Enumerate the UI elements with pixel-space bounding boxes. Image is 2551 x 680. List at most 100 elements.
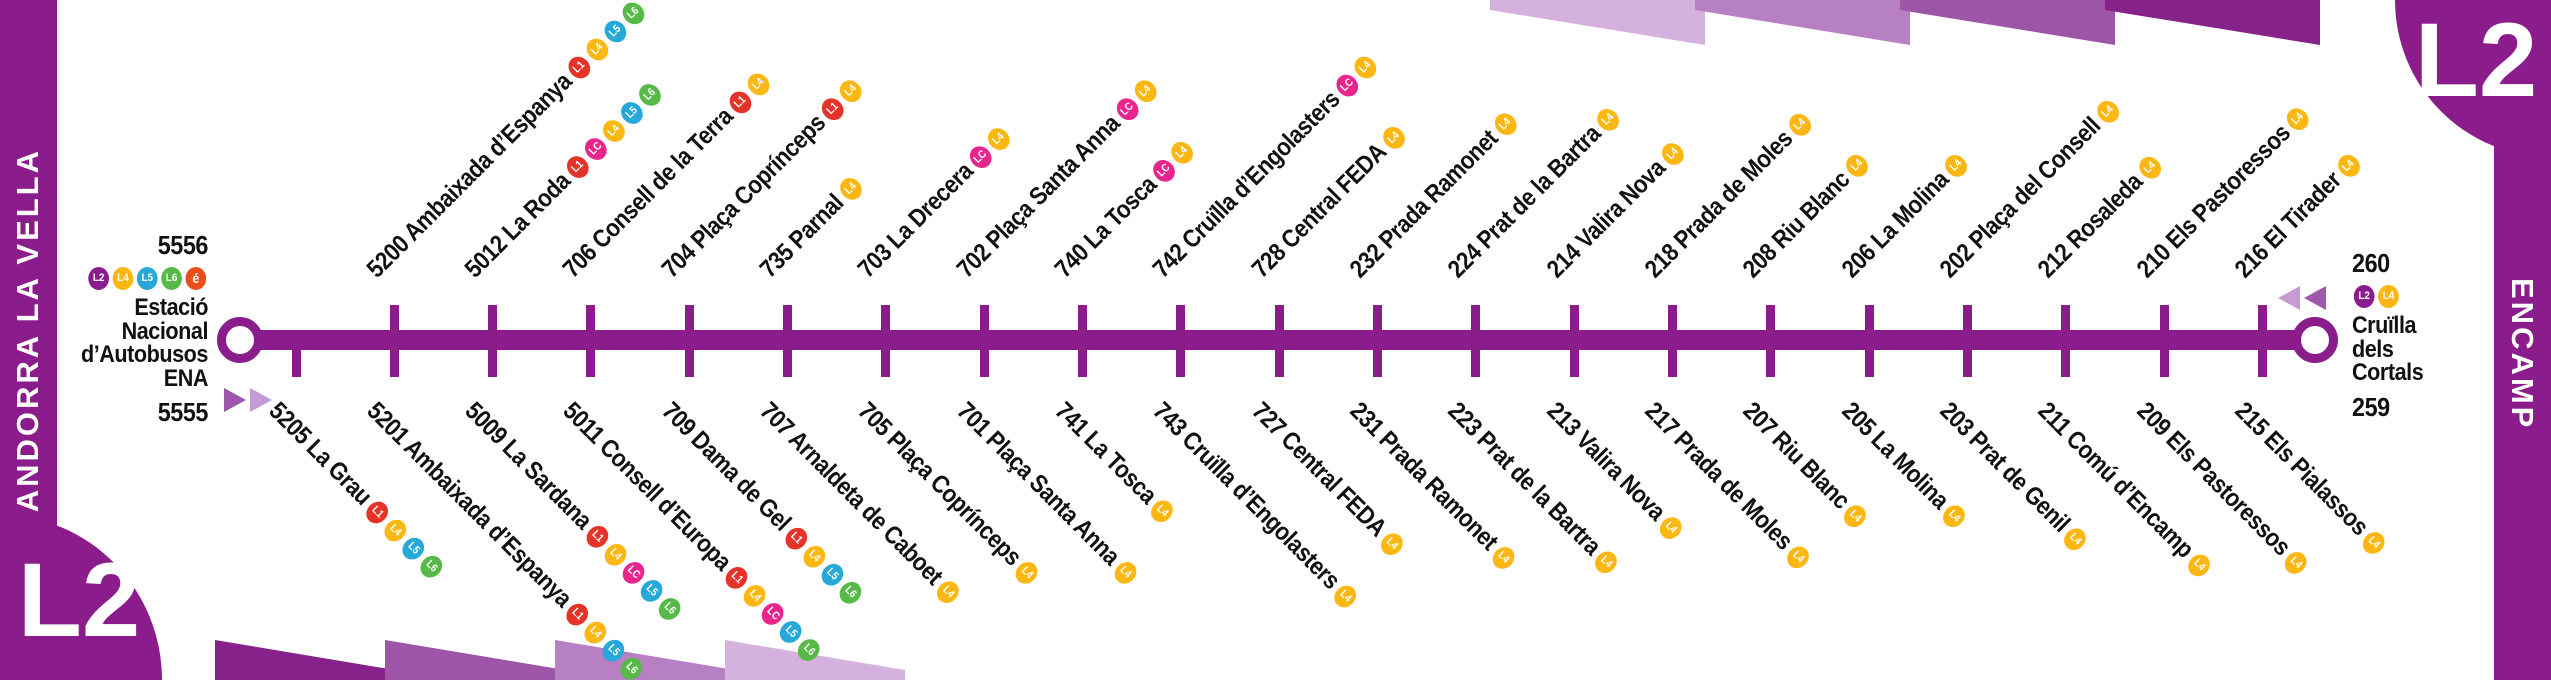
line-id-label: L2: [17, 542, 141, 659]
terminus-ring-right: [2292, 317, 2338, 363]
stop-tick-709: [684, 330, 694, 377]
stop-name: 701 Plaça Santa Anna: [951, 396, 1126, 571]
stop-tick-210: [2159, 305, 2169, 350]
stop-tick-743: [1175, 330, 1185, 377]
stop-name: 742 Cruïlla d’Engolasters: [1147, 85, 1346, 284]
line-badge-L4: L4: [1655, 512, 1687, 544]
terminus-name-line: Nacional: [121, 317, 209, 345]
line-badge-L4: L4: [2378, 285, 2399, 309]
stop-label-709: 709 Dama de GelL1L4L5L6: [656, 396, 869, 609]
terminus-name-line: Cortals: [2352, 359, 2424, 387]
line-id-label: L2: [2414, 2, 2538, 119]
line-badge-row: L2 L4: [2352, 284, 2487, 309]
stop-label-210: 210 Els PastoressosL4: [2131, 100, 2315, 284]
left-arrow-icon: [2278, 286, 2300, 310]
region-name-right: ENCAMP: [2505, 278, 2540, 431]
stop-label-218: 218 Prada de MolesL4: [1639, 106, 1817, 284]
stop-tick-215: [2257, 330, 2267, 377]
stop-label-209: 209 Els PastoressosL4: [2131, 396, 2315, 580]
terminus-name-line: dels: [2352, 335, 2394, 363]
terminus-ring-left: [217, 317, 263, 363]
sawtooth-tooth: [555, 640, 735, 680]
right-terminus-block: 260 L2 L4 Cruïlla dels Cortals 259: [2352, 250, 2487, 421]
stop-tick-5009: [487, 330, 497, 377]
sawtooth-tooth: [1695, 0, 1910, 45]
stop-code: 5556: [157, 230, 209, 260]
stop-tick-205: [1864, 330, 1874, 377]
line-badge-L4: L4: [2280, 547, 2312, 579]
stop-tick-5201: [389, 330, 399, 377]
stop-tick-209: [2159, 330, 2169, 377]
stop-name: 202 Plaça del Consell: [1934, 111, 2106, 284]
line-badge-L4: L4: [1590, 547, 1622, 578]
left-arrow-icon: [2304, 286, 2326, 310]
stop-tick-728: [1274, 305, 1284, 350]
sawtooth-tooth: [215, 640, 395, 680]
stop-tick-727: [1274, 330, 1284, 377]
line-badge-L4: L4: [1376, 528, 1408, 560]
line-badge-L4: L4: [2183, 550, 2215, 581]
line-badge-L6: L6: [416, 551, 447, 582]
stop-name: 735 Parnal: [754, 188, 850, 284]
sawtooth-tooth: [725, 640, 905, 680]
stop-tick-705: [880, 330, 890, 377]
stop-name: 705 Plaça Coprínceps: [852, 396, 1027, 572]
stop-tick-232: [1372, 305, 1382, 350]
stop-label-223: 223 Prat de la BartraL4: [1442, 396, 1625, 579]
sawtooth-tooth: [385, 640, 565, 680]
stop-tick-5011: [585, 330, 595, 377]
line-badge-L4: L4: [1146, 496, 1178, 527]
stop-label-202: 202 Plaça del ConsellL4: [1934, 93, 2125, 284]
stop-tick-706: [585, 305, 595, 350]
stop-label-5012: 5012 La RodaL1LCL4L5L6: [459, 76, 667, 284]
line-badge-row: L2 L4 L5 L6 é: [70, 266, 208, 291]
stop-label-231: 231 Prada RamonetL4: [1344, 396, 1522, 574]
stop-label-224: 224 Prat de la BartraL4: [1442, 101, 1625, 284]
stop-code: 5555: [157, 397, 209, 428]
line-badge-L5: L5: [136, 267, 158, 291]
sawtooth-tooth: [2105, 0, 2320, 45]
stop-tick-5205: [291, 330, 301, 377]
stop-tick-214: [1569, 305, 1579, 350]
stop-label-232: 232 Prada RamonetL4: [1344, 106, 1522, 284]
region-name-left: ANDORRA LA VELLA: [10, 148, 45, 513]
stop-label-705: 705 Plaça CopríncepsL4: [852, 396, 1046, 590]
line-badge-L2: L2: [2353, 285, 2375, 309]
line-badge-L4: L4: [1938, 501, 1970, 532]
sawtooth-decoration-top: [1490, 0, 2320, 45]
terminus-name-line: Cruïlla: [2352, 312, 2417, 340]
stop-tick-740: [1077, 305, 1087, 350]
line-badge-L4: L4: [2059, 524, 2091, 555]
line-badge-L4: L4: [112, 267, 134, 291]
stop-tick-208: [1765, 305, 1775, 350]
stop-tick-217: [1667, 330, 1677, 377]
stop-name: 5205 La Grau: [263, 396, 378, 511]
stop-tick-206: [1864, 305, 1874, 350]
stop-tick-707: [782, 330, 792, 377]
line-badge-é: é: [185, 267, 207, 291]
stop-name: 743 Cruïlla d’Engolasters: [1147, 396, 1346, 595]
stop-tick-211: [2060, 330, 2070, 377]
stop-tick-213: [1569, 330, 1579, 377]
stop-tick-216: [2257, 305, 2267, 350]
stop-tick-741: [1077, 330, 1087, 377]
stop-tick-212: [2060, 305, 2070, 350]
right-arrow-icon: [250, 388, 272, 412]
stop-name: 707 Arnaldeta de Caboet: [754, 396, 949, 591]
line-badge-L4: L4: [1011, 557, 1043, 589]
right-arrow-icon: [224, 388, 246, 412]
line-badge-L4: L4: [932, 577, 964, 608]
sawtooth-tooth: [1490, 0, 1705, 45]
terminus-name-line: Estació: [134, 294, 208, 322]
terminus-name-line: ENA: [163, 364, 209, 392]
stop-tick-704: [684, 305, 694, 350]
stop-label-704: 704 Plaça CopríncepsL1L4: [656, 72, 868, 284]
line-badge-L4: L4: [1330, 581, 1361, 612]
stop-code: 259: [2352, 391, 2390, 422]
stop-code: 260: [2352, 248, 2390, 278]
sawtooth-tooth: [1900, 0, 2115, 45]
stop-label-211: 211 Comú d’EncampL4: [2032, 396, 2218, 582]
stop-label-5205: 5205 La GrauL1L4L5L6: [263, 396, 450, 583]
stop-tick-703: [880, 305, 890, 350]
